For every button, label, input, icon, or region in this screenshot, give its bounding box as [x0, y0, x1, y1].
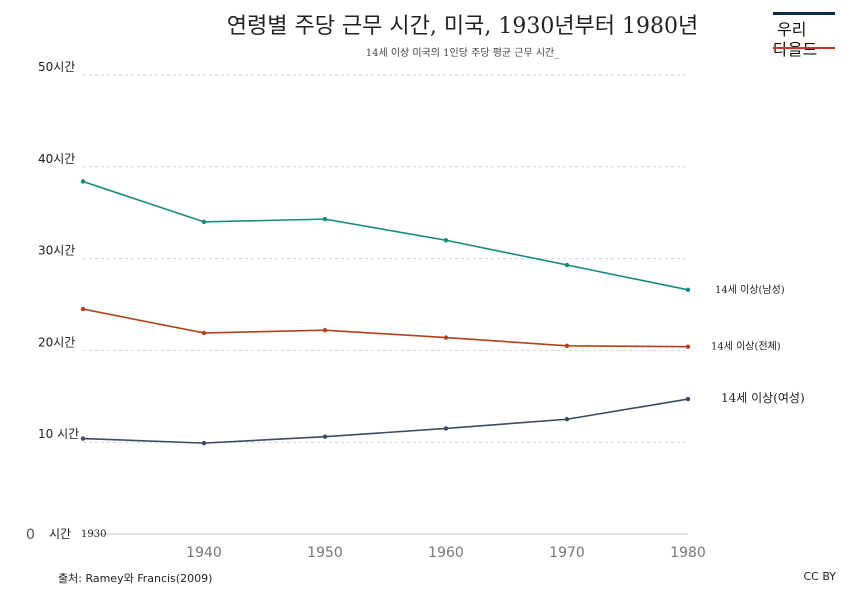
y-tick-label-2: 20시간 [38, 335, 75, 349]
y-zero-unit-label: 시간 [49, 527, 71, 541]
data-point-2-1 [201, 440, 207, 446]
data-point-0-0 [80, 179, 86, 184]
data-point-0-1 [201, 219, 207, 225]
data-point-0-4 [564, 262, 570, 268]
x-tick-label-2: 1950 [307, 545, 343, 561]
series-points [80, 179, 691, 446]
data-point-1-5 [685, 344, 691, 349]
data-point-1-0 [80, 306, 86, 312]
data-point-2-3 [443, 426, 449, 431]
data-point-2-2 [322, 434, 328, 439]
data-point-2-4 [564, 417, 570, 422]
series-label-2: 14세 이상(여성) [721, 391, 805, 405]
series-label-1: 14세 이상(전체) [711, 341, 781, 353]
series-lines [82, 180, 689, 444]
data-point-2-0 [80, 436, 86, 441]
chart-title: 연령별 주당 근무 시간, 미국, 1930년부터 1980년 [226, 14, 699, 39]
series-label-0: 14세 이상(남성) [715, 284, 785, 296]
series-line-2 [82, 398, 689, 444]
series-line-1 [82, 308, 689, 348]
x-tick-label-0: 1930 [81, 529, 106, 540]
series-labels: 14세 이상(남성) 14세 이상(전체) 14세 이상(여성) [711, 284, 805, 405]
data-point-0-3 [443, 238, 449, 243]
data-point-2-5 [685, 396, 691, 402]
data-point-1-4 [564, 343, 570, 349]
data-point-1-3 [443, 335, 449, 340]
logo-text-line1: 우리 [777, 20, 807, 39]
x-axis-labels: 1930 1940 1950 1960 1970 1980 [81, 529, 706, 561]
source-note: 출처: Ramey와 Francis(2009) [58, 572, 213, 585]
grid-lines [83, 74, 688, 443]
x-tick-label-5: 1980 [670, 545, 706, 561]
license-link[interactable]: CC BY [803, 570, 836, 583]
y-tick-label-4: 40시간 [38, 152, 75, 166]
data-point-1-2 [322, 328, 328, 333]
publisher-logo[interactable]: 우리 다올드 [773, 12, 835, 59]
y-tick-label-3: 30시간 [38, 244, 75, 258]
chart-subtitle: 14세 이상 미국의 1인당 주당 평균 근무 시간_ [365, 48, 560, 59]
logo-red-bar [773, 47, 835, 49]
y-tick-label-5: 50시간 [38, 60, 75, 74]
x-tick-label-3: 1960 [428, 545, 464, 561]
x-tick-label-1: 1940 [186, 545, 222, 561]
series-line-0 [82, 180, 689, 291]
logo-top-bar [773, 12, 835, 15]
logo-text-line2: 다올드 [773, 40, 818, 59]
y-tick-label-1: 10 시간 [38, 427, 79, 441]
y-tick-label-0: 0 [26, 527, 35, 543]
data-point-1-1 [201, 330, 207, 336]
data-point-0-2 [322, 216, 328, 222]
x-tick-label-4: 1970 [549, 545, 585, 561]
y-axis-labels: 0 시간 10 시간 20시간 30시간 40시간 50시간 [26, 60, 79, 543]
data-point-0-5 [685, 287, 691, 293]
